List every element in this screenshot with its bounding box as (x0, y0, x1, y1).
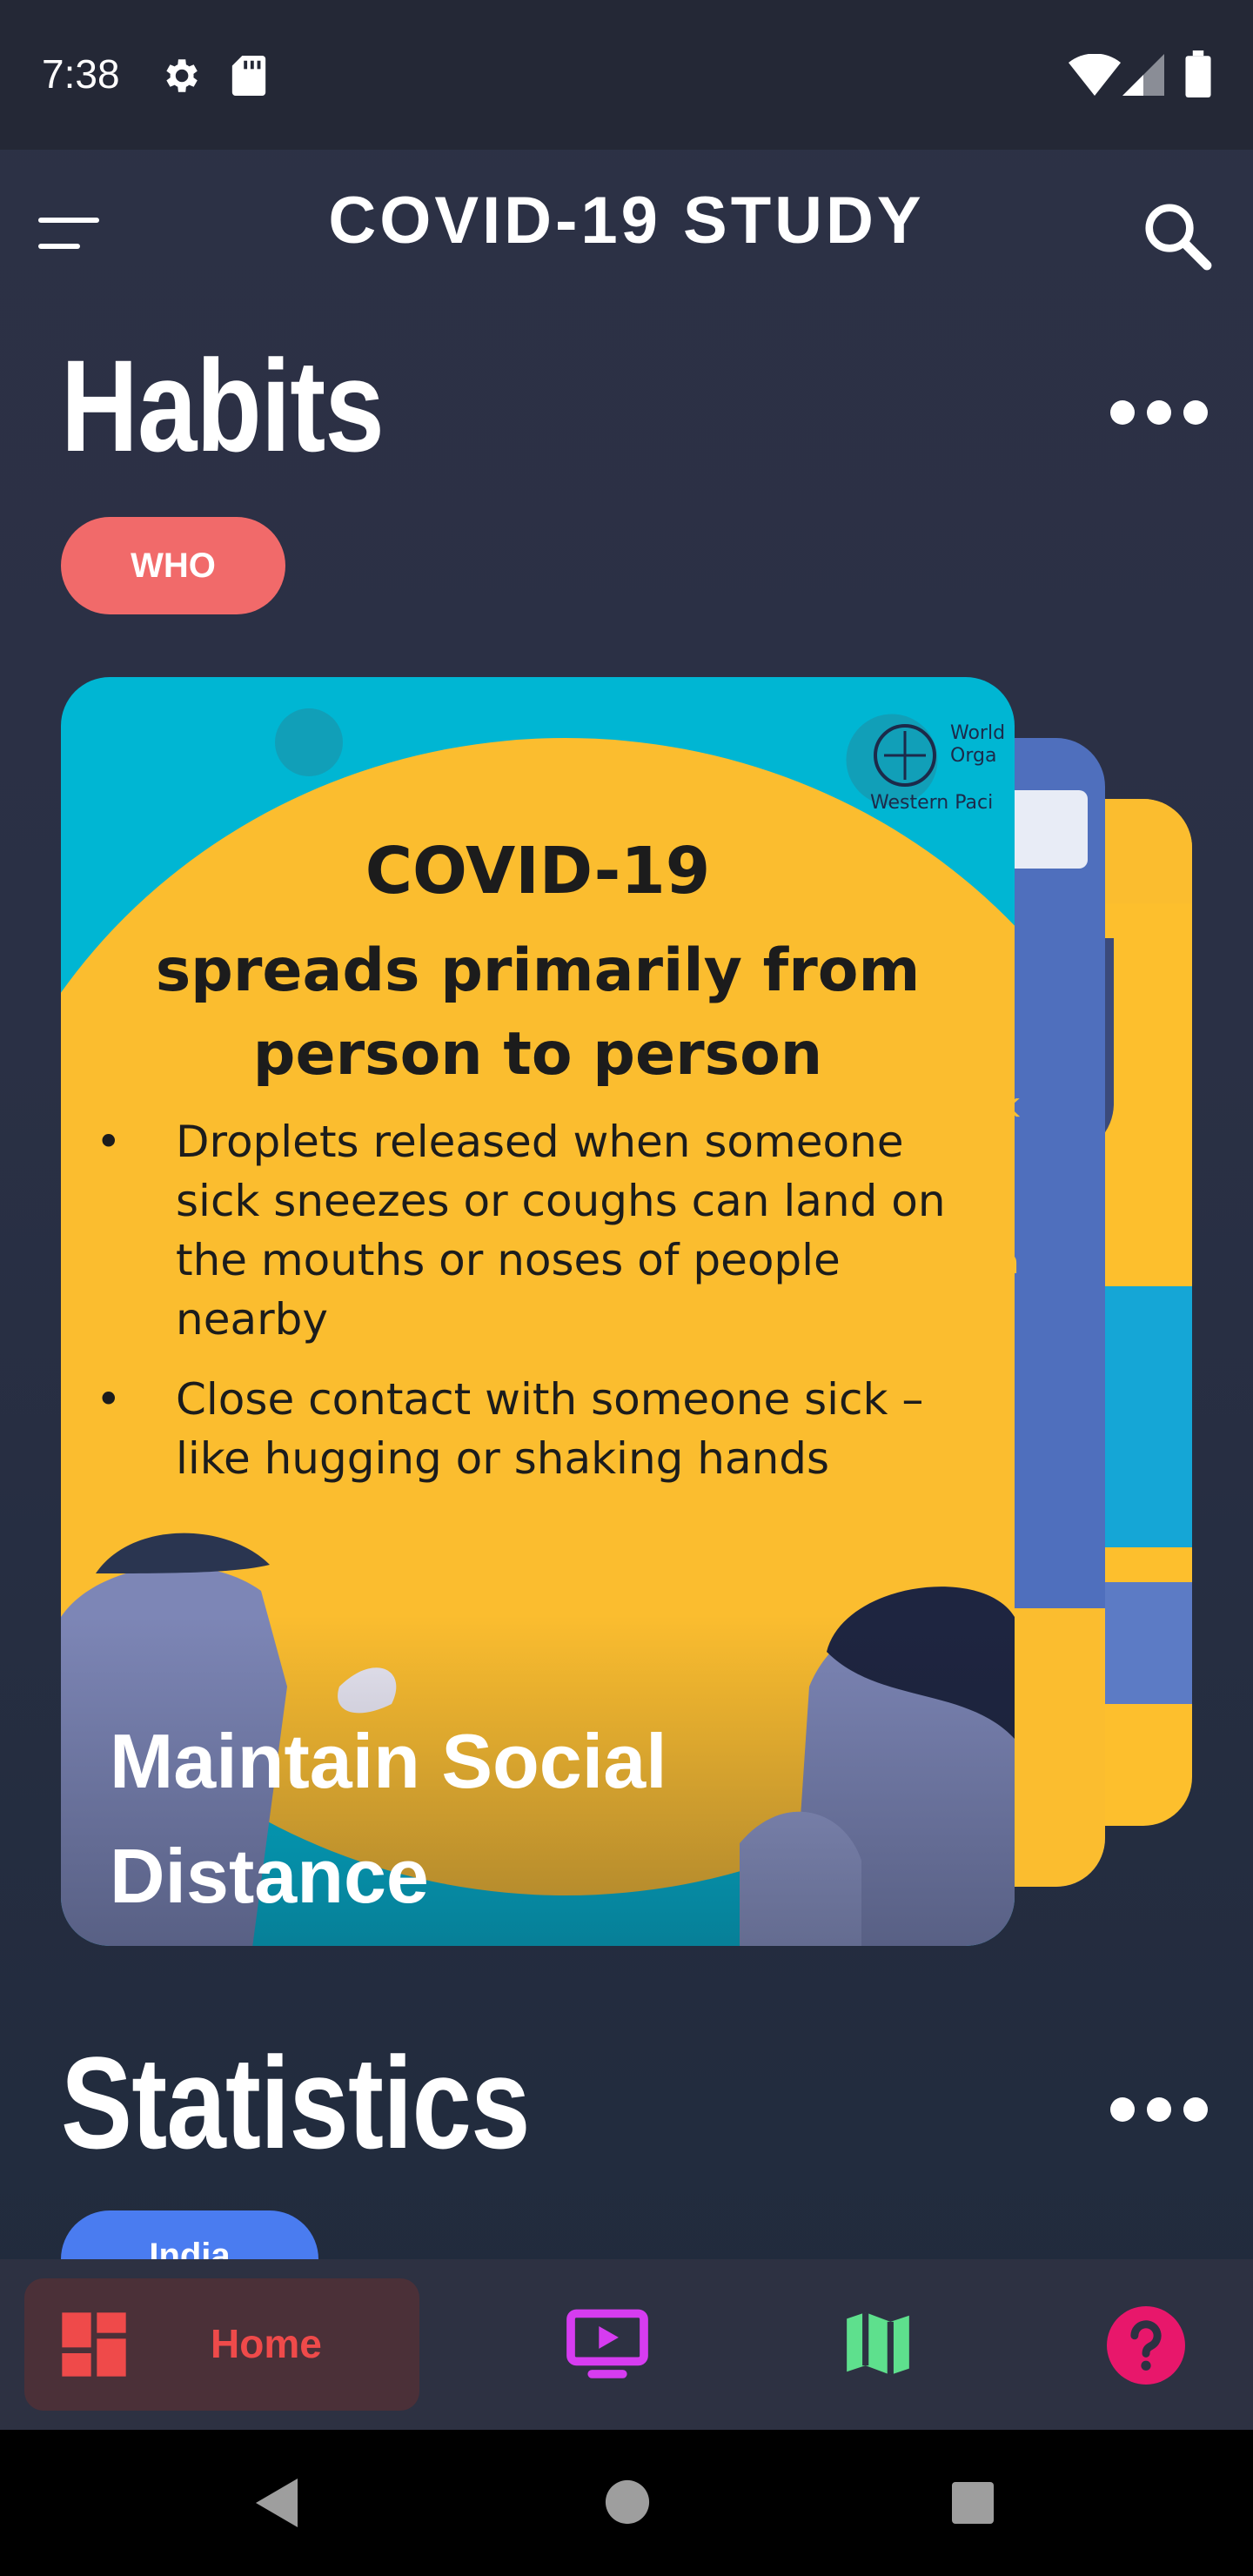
map-icon[interactable] (841, 2306, 915, 2381)
poster-bullet: Droplets released when someone sick snee… (176, 1117, 946, 1345)
poster-bullet: Close contact with someone sick – like h… (176, 1374, 924, 1484)
poster-subheading-1: spreads primarily from (155, 936, 921, 1005)
virus-icon (275, 708, 343, 776)
habit-card-maintain-social-distance[interactable]: World Orga Western Paci COVID-19 spreads… (61, 677, 1015, 1946)
habits-more-icon[interactable] (1107, 397, 1211, 428)
poster-heading: COVID-19 (365, 834, 711, 909)
wifi-icon (1069, 54, 1121, 96)
who-logo: World Orga Western Paci (870, 722, 1006, 814)
habits-title: Habits (61, 332, 385, 479)
card-overlay (61, 1615, 1015, 1946)
poster-subheading-2: person to person (252, 1020, 823, 1089)
help-icon[interactable] (1107, 2306, 1185, 2385)
menu-icon[interactable] (38, 216, 104, 251)
battery-icon (1185, 50, 1211, 97)
recent-apps-icon[interactable] (950, 2480, 995, 2526)
dashboard-icon (62, 2312, 126, 2377)
back-icon[interactable] (252, 2475, 301, 2531)
who-chip[interactable]: WHO (61, 517, 285, 614)
status-time: 7:38 (42, 51, 120, 97)
sd-card-icon (231, 56, 266, 96)
home-circle-icon[interactable] (604, 2479, 651, 2526)
nav-home-label: Home (211, 2321, 322, 2366)
app-title: COVID-19 STUDY (328, 184, 925, 258)
signal-icon (1122, 54, 1164, 96)
poster-illustration (61, 1533, 1015, 1946)
status-bar (0, 0, 1253, 150)
search-icon[interactable] (1140, 198, 1215, 273)
statistics-more-icon[interactable] (1107, 2094, 1211, 2125)
gear-icon (166, 59, 198, 92)
statistics-title: Statistics (61, 2029, 531, 2176)
poster-bullets: • Droplets released when someone sick sne… (78, 1112, 1001, 1509)
card-caption: Maintain Social Distance (110, 1718, 667, 1919)
video-icon[interactable] (564, 2308, 651, 2381)
